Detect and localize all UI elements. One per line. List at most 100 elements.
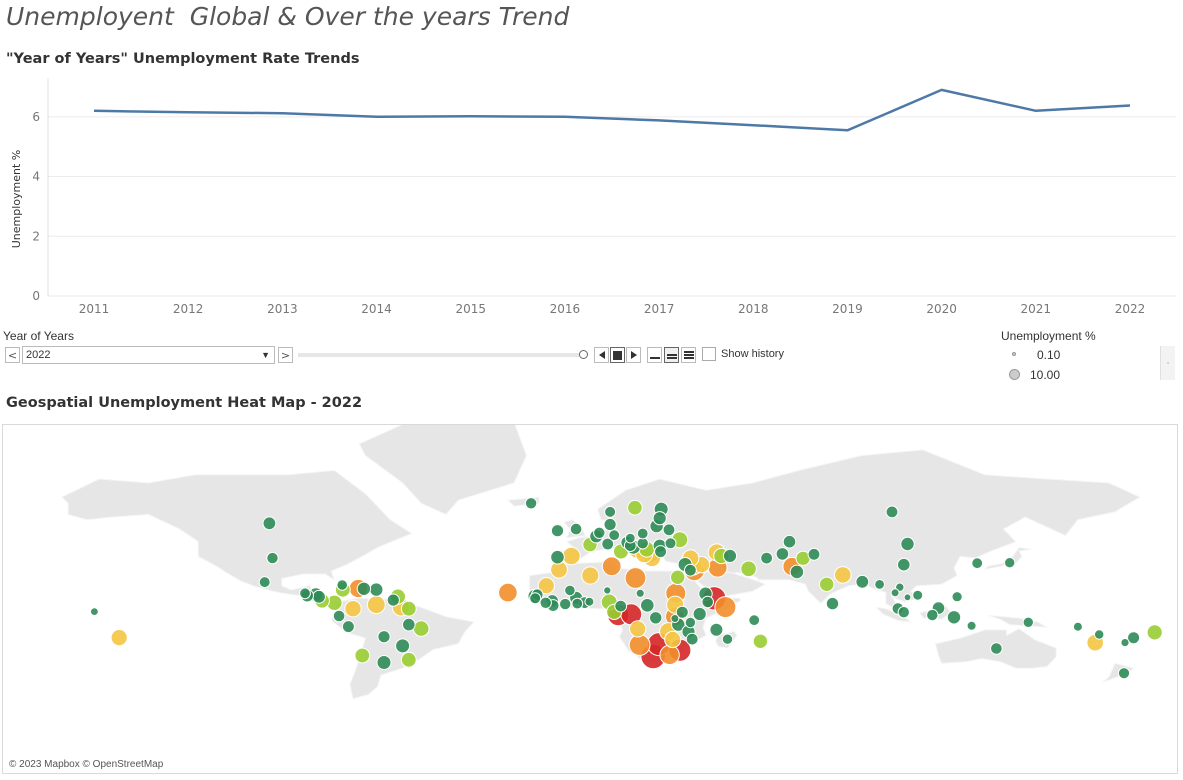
country-point[interactable] bbox=[897, 557, 911, 572]
country-point[interactable] bbox=[890, 588, 900, 598]
country-point[interactable] bbox=[760, 551, 773, 565]
country-point[interactable] bbox=[825, 596, 840, 611]
country-point[interactable] bbox=[356, 581, 372, 597]
country-point[interactable] bbox=[603, 517, 617, 532]
country-point[interactable] bbox=[990, 642, 1003, 655]
country-point[interactable] bbox=[581, 566, 600, 585]
country-point[interactable] bbox=[722, 548, 738, 563]
country-point[interactable] bbox=[603, 586, 612, 595]
show-history-checkbox[interactable] bbox=[702, 347, 716, 361]
country-point[interactable] bbox=[640, 598, 655, 613]
country-point[interactable] bbox=[341, 620, 355, 634]
country-point[interactable] bbox=[701, 595, 715, 609]
country-point[interactable] bbox=[685, 632, 699, 646]
country-point[interactable] bbox=[366, 595, 386, 615]
country-point[interactable] bbox=[752, 633, 769, 650]
country-point[interactable] bbox=[721, 633, 734, 645]
country-point[interactable] bbox=[402, 617, 416, 632]
country-point[interactable] bbox=[1004, 557, 1016, 569]
country-point[interactable] bbox=[332, 609, 346, 623]
year-slider-track[interactable] bbox=[298, 353, 583, 357]
country-point[interactable] bbox=[971, 557, 984, 570]
country-point[interactable] bbox=[593, 526, 606, 540]
country-point[interactable] bbox=[635, 588, 645, 598]
country-point[interactable] bbox=[559, 597, 572, 611]
country-point[interactable] bbox=[692, 606, 707, 622]
stop-button[interactable] bbox=[610, 347, 625, 363]
country-point[interactable] bbox=[912, 589, 924, 601]
country-point[interactable] bbox=[601, 537, 615, 551]
country-point[interactable] bbox=[571, 597, 584, 610]
country-point[interactable] bbox=[903, 593, 912, 602]
year-slider-thumb[interactable] bbox=[579, 350, 588, 359]
country-point[interactable] bbox=[529, 592, 542, 605]
country-point[interactable] bbox=[395, 638, 411, 654]
country-point[interactable] bbox=[354, 647, 371, 664]
next-year-button[interactable]: > bbox=[278, 347, 293, 363]
country-point[interactable] bbox=[369, 582, 384, 597]
country-point[interactable] bbox=[684, 616, 697, 629]
country-point[interactable] bbox=[670, 569, 686, 586]
country-point[interactable] bbox=[344, 600, 362, 618]
country-point[interactable] bbox=[90, 607, 99, 617]
country-point[interactable] bbox=[627, 499, 643, 516]
country-point[interactable] bbox=[662, 523, 676, 537]
country-point[interactable] bbox=[386, 593, 400, 607]
country-point[interactable] bbox=[684, 563, 697, 577]
country-point[interactable] bbox=[775, 547, 790, 561]
country-point[interactable] bbox=[748, 614, 761, 627]
country-point[interactable] bbox=[624, 567, 647, 589]
heat-map[interactable]: © 2023 Mapbox © OpenStreetMap bbox=[2, 424, 1178, 774]
country-point[interactable] bbox=[946, 610, 962, 625]
country-point[interactable] bbox=[652, 511, 667, 526]
country-point[interactable] bbox=[1094, 629, 1105, 640]
country-point[interactable] bbox=[670, 614, 680, 623]
country-point[interactable] bbox=[659, 644, 680, 666]
country-point[interactable] bbox=[855, 574, 870, 589]
country-point[interactable] bbox=[966, 620, 977, 631]
country-point[interactable] bbox=[614, 599, 628, 613]
country-point[interactable] bbox=[110, 629, 128, 647]
heat-map-canvas[interactable] bbox=[3, 425, 1177, 773]
country-point[interactable] bbox=[951, 591, 963, 603]
country-point[interactable] bbox=[1146, 624, 1163, 641]
country-point[interactable] bbox=[564, 584, 576, 597]
country-point[interactable] bbox=[539, 596, 552, 610]
country-point[interactable] bbox=[654, 545, 668, 559]
prev-year-button[interactable]: < bbox=[5, 347, 20, 363]
country-point[interactable] bbox=[312, 589, 326, 604]
country-point[interactable] bbox=[1072, 621, 1083, 632]
country-point[interactable] bbox=[262, 516, 277, 531]
country-point[interactable] bbox=[782, 534, 797, 549]
country-point[interactable] bbox=[1117, 667, 1131, 680]
country-point[interactable] bbox=[885, 505, 899, 519]
unemployment-trend-line[interactable] bbox=[93, 88, 1131, 132]
country-point[interactable] bbox=[412, 620, 430, 637]
country-point[interactable] bbox=[601, 556, 622, 577]
country-point[interactable] bbox=[789, 564, 805, 580]
country-point[interactable] bbox=[629, 620, 647, 638]
country-point[interactable] bbox=[498, 582, 518, 603]
country-point[interactable] bbox=[604, 505, 617, 518]
country-point[interactable] bbox=[550, 524, 565, 538]
country-point[interactable] bbox=[1120, 638, 1130, 648]
country-point[interactable] bbox=[537, 577, 555, 595]
country-point[interactable] bbox=[834, 566, 852, 584]
speed-slow-button[interactable] bbox=[647, 347, 662, 363]
country-point[interactable] bbox=[664, 630, 682, 649]
country-point[interactable] bbox=[926, 608, 939, 622]
country-point[interactable] bbox=[400, 600, 417, 617]
speed-medium-button[interactable] bbox=[664, 347, 679, 363]
country-point[interactable] bbox=[874, 579, 885, 590]
country-point[interactable] bbox=[709, 622, 724, 637]
country-point[interactable] bbox=[636, 527, 649, 540]
country-point[interactable] bbox=[714, 596, 737, 619]
country-point[interactable] bbox=[377, 630, 391, 644]
country-point[interactable] bbox=[376, 655, 392, 670]
country-point[interactable] bbox=[336, 579, 349, 591]
play-forward-button[interactable] bbox=[626, 347, 641, 363]
country-point[interactable] bbox=[258, 576, 271, 589]
country-point[interactable] bbox=[562, 546, 581, 566]
panel-resize-handle[interactable]: · bbox=[1160, 346, 1175, 380]
